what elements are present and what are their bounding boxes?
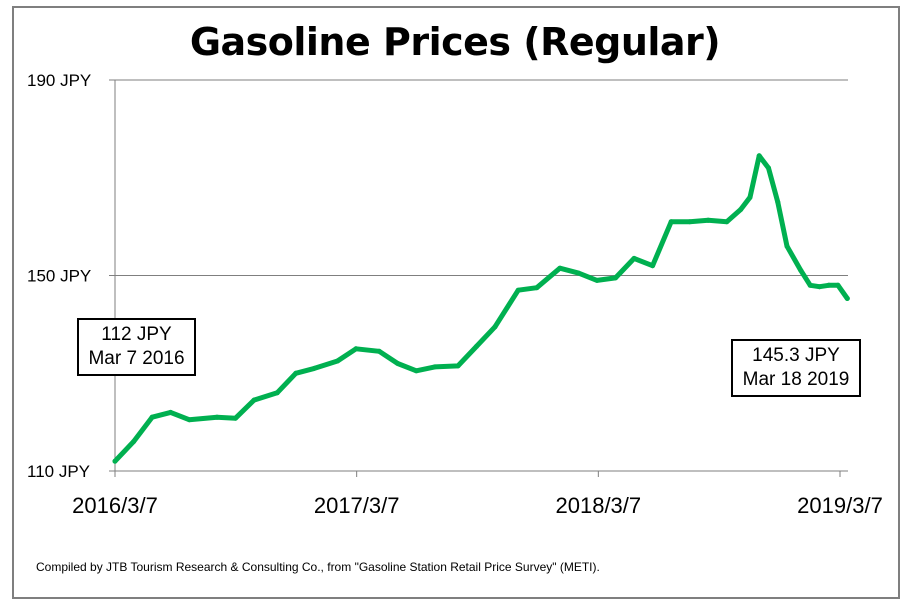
y-tick-label: 110 JPY <box>27 462 90 481</box>
chart-frame <box>12 6 900 599</box>
data-point <box>251 397 257 403</box>
data-point <box>613 275 618 281</box>
data-point <box>515 287 521 293</box>
series-line <box>112 153 850 464</box>
data-point <box>186 417 192 423</box>
data-point <box>353 346 359 352</box>
data-point <box>376 348 382 354</box>
series-layer <box>112 153 850 464</box>
gridlines <box>109 79 848 477</box>
data-point <box>798 268 804 274</box>
annotation-start-date: Mar 7 2016 <box>88 348 185 369</box>
data-point <box>747 194 753 200</box>
data-point <box>233 415 238 421</box>
data-point <box>766 165 771 171</box>
data-point <box>455 363 461 369</box>
data-point <box>668 219 674 225</box>
data-point <box>335 358 340 364</box>
source-note: Compiled by JTB Tourism Research & Consu… <box>36 560 600 574</box>
data-point <box>724 219 730 225</box>
y-tick-label: 150 JPY <box>27 267 91 286</box>
x-tick-label: 2019/3/7 <box>797 493 883 518</box>
annotation-start-price: 112 JPY <box>101 324 172 345</box>
data-point <box>274 390 280 396</box>
x-tick-label: 2017/3/7 <box>314 493 400 518</box>
data-point <box>432 364 438 370</box>
data-point <box>738 207 744 212</box>
data-point <box>594 277 600 283</box>
data-point <box>413 368 419 374</box>
data-point <box>756 153 762 159</box>
data-point <box>844 296 850 301</box>
data-point <box>214 414 220 420</box>
data-point <box>784 243 790 249</box>
data-point <box>807 282 813 288</box>
data-point <box>826 282 832 288</box>
annotation-end: 145.3 JPY Mar 18 2019 <box>731 339 861 397</box>
data-point <box>576 270 581 276</box>
data-point <box>293 370 299 376</box>
data-point <box>492 324 498 330</box>
data-point <box>631 255 637 261</box>
data-point <box>534 285 540 291</box>
data-point <box>775 199 781 205</box>
x-tick-label: 2016/3/7 <box>72 493 158 518</box>
annotation-end-price: 145.3 JPY <box>752 345 840 366</box>
x-tick-label: 2018/3/7 <box>556 493 642 518</box>
chart-title: Gasoline Prices (Regular) <box>189 20 721 64</box>
axes <box>114 80 848 472</box>
data-point <box>705 217 711 223</box>
annotation-start: 112 JPY Mar 7 2016 <box>77 318 196 376</box>
data-point <box>817 284 822 290</box>
data-point <box>311 365 317 371</box>
x-tick-labels: 2016/3/7 2017/3/7 2018/3/7 2019/3/7 <box>72 493 883 518</box>
data-point <box>395 361 401 366</box>
y-tick-label: 190 JPY <box>27 71 91 90</box>
data-point <box>168 409 174 415</box>
data-point <box>131 439 136 445</box>
data-point <box>474 343 479 349</box>
data-point <box>557 265 563 271</box>
data-point <box>112 458 118 464</box>
data-point <box>835 282 841 288</box>
annotation-end-date: Mar 18 2019 <box>742 369 850 390</box>
data-point <box>149 414 155 420</box>
data-point <box>687 219 693 225</box>
data-point <box>650 263 656 269</box>
y-tick-labels: 190 JPY 150 JPY 110 JPY <box>27 71 91 481</box>
